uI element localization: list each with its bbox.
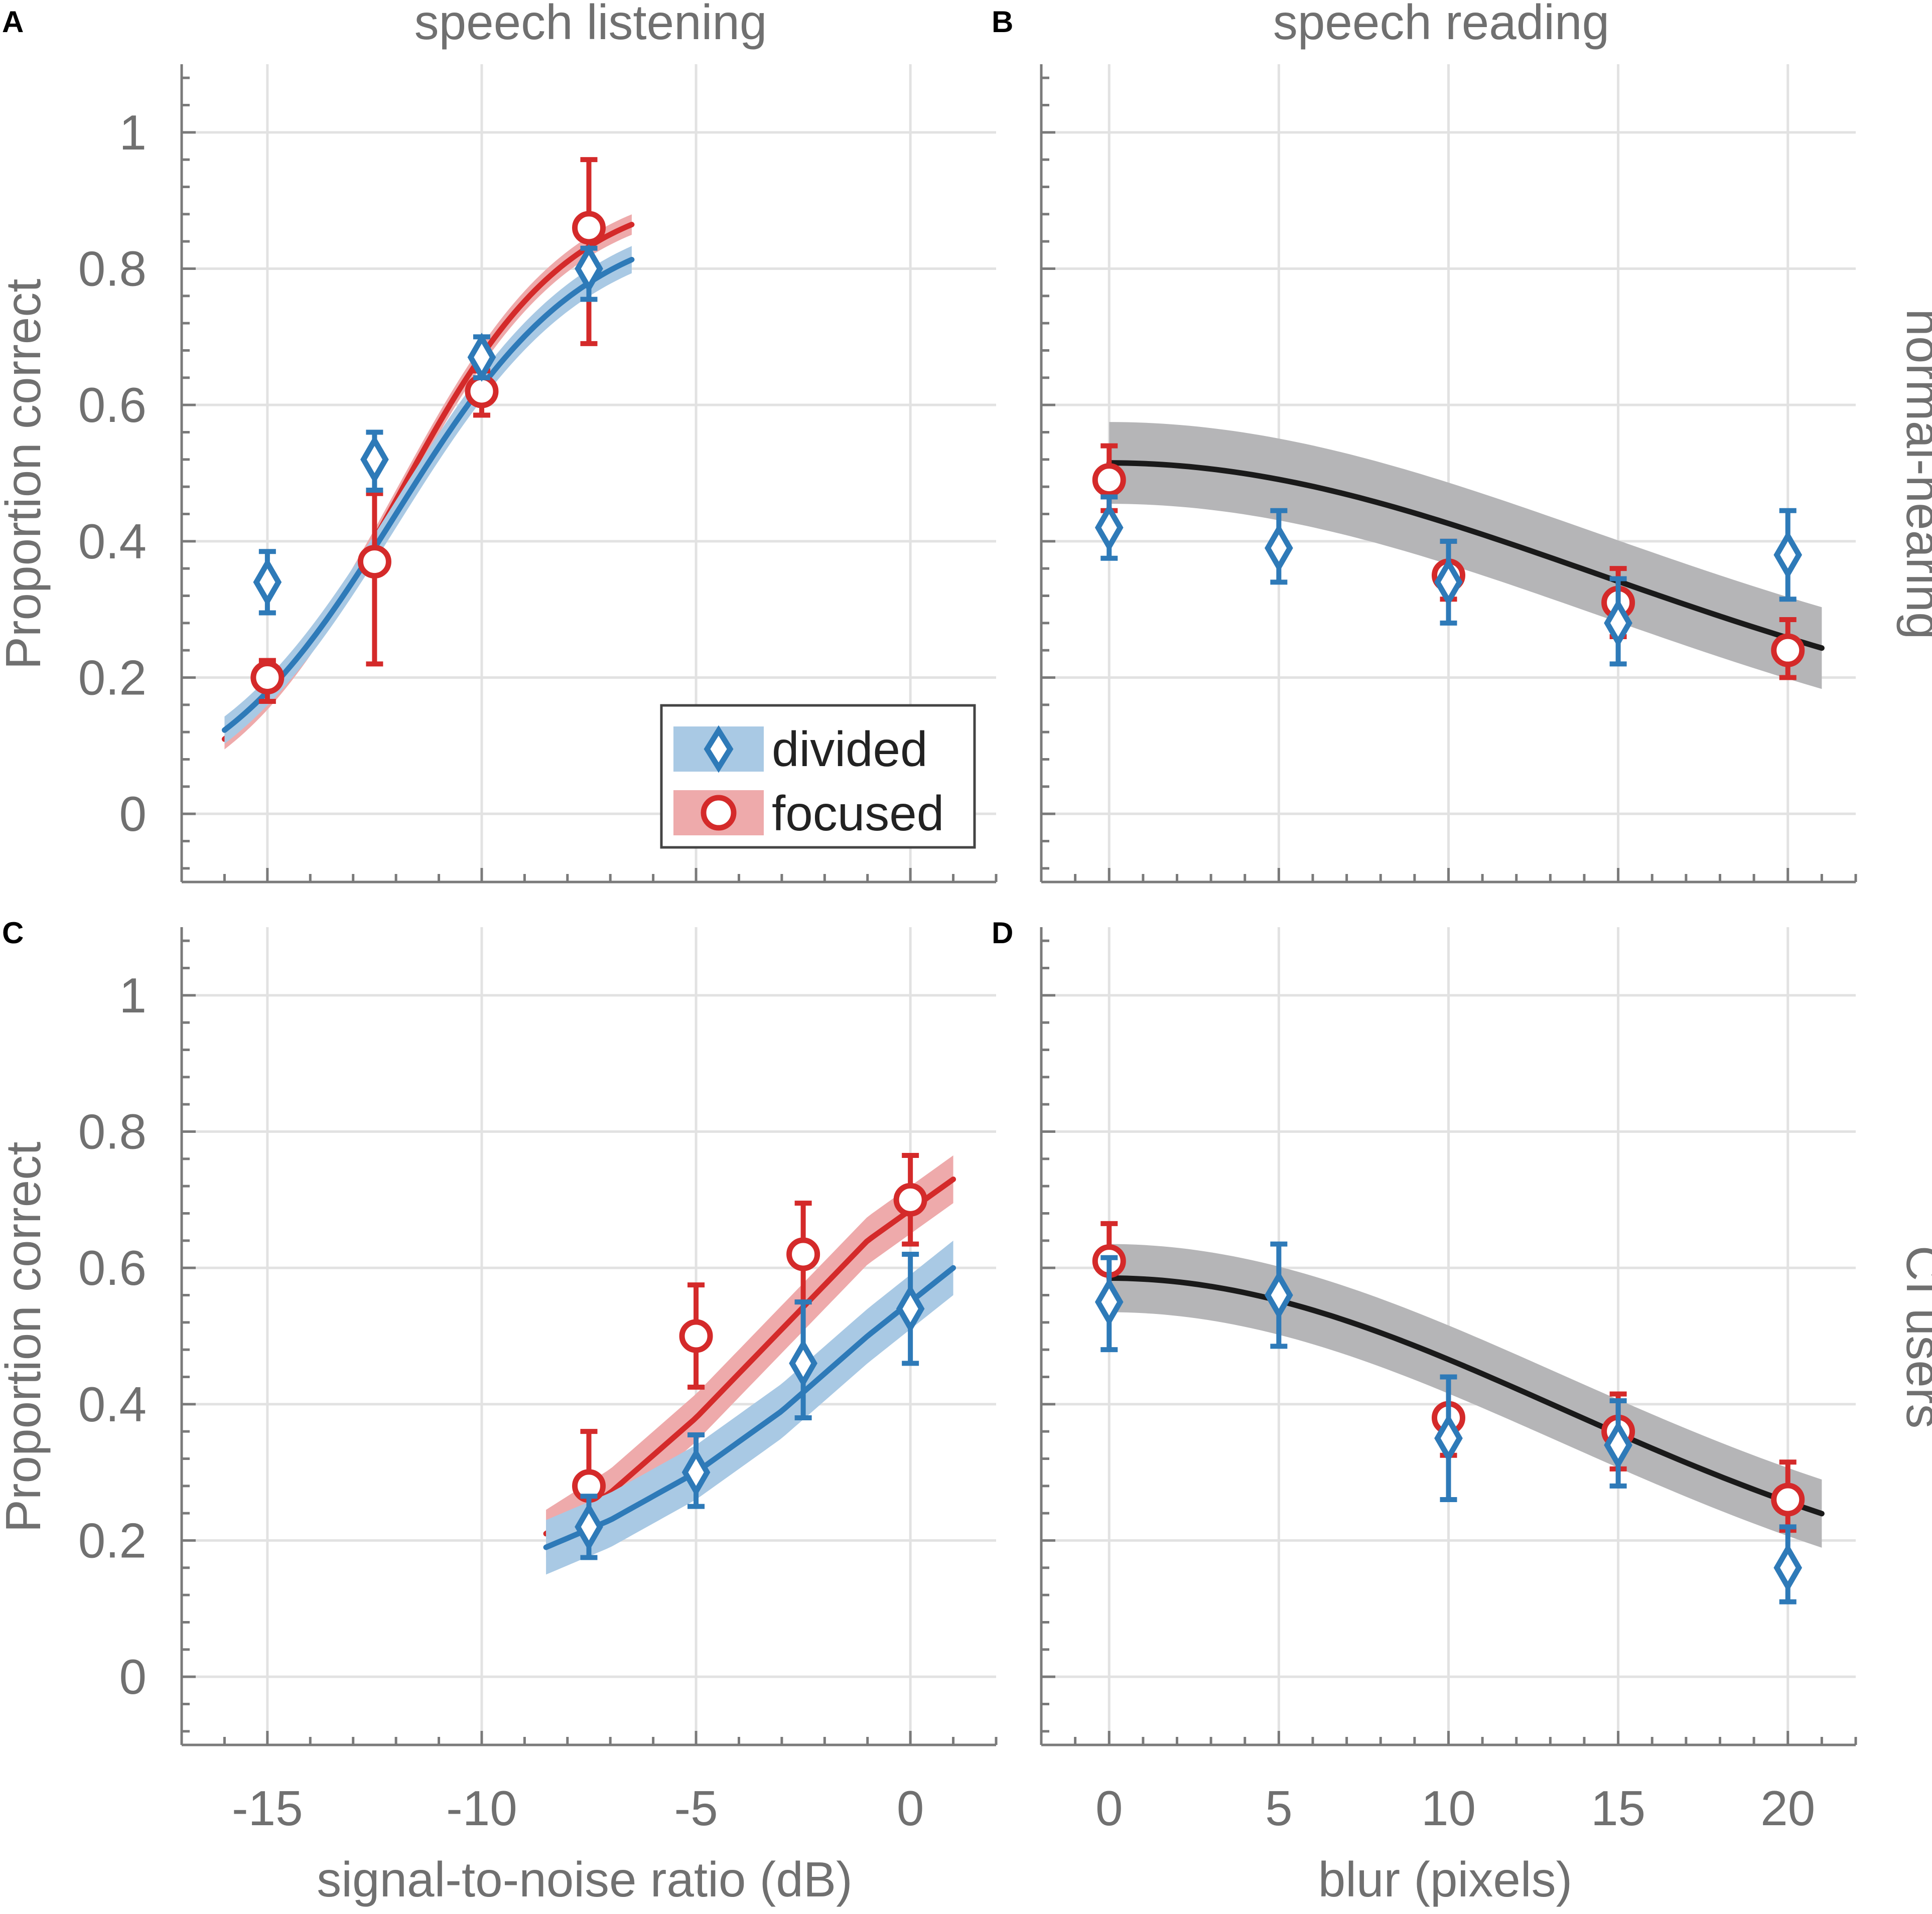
y-tick-label: 0 — [119, 786, 147, 841]
x-tick-label: 5 — [1265, 1781, 1293, 1836]
focused-data-point — [786, 1237, 820, 1271]
focused-data-point — [1771, 1483, 1805, 1517]
focused-data-point — [893, 1183, 927, 1217]
divided-fit-line — [543, 1265, 956, 1550]
divided-data-point — [789, 1339, 817, 1388]
x-tick-label: 0 — [897, 1781, 924, 1836]
y-axis-title-bottom: Proportion correct — [0, 1142, 51, 1533]
x-axis-title-blur: blur (pixels) — [1318, 1852, 1572, 1907]
divided-data-point — [360, 434, 389, 484]
panel-b — [1040, 64, 1857, 884]
divided-data-point — [896, 1284, 925, 1334]
y-tick-label: 0.4 — [78, 1377, 147, 1432]
y-tick-label: 0.8 — [78, 1104, 147, 1159]
common-fit-line — [1106, 460, 1825, 651]
panel-a: 0 0.2 0.4 0.6 0.8 1 — [78, 64, 998, 884]
common-fit-band — [1109, 1244, 1822, 1548]
legend-divided-marker — [704, 725, 734, 773]
y-tick-label: 1 — [119, 105, 147, 160]
divided-data-point — [1773, 530, 1803, 579]
y-axis-title-top: Proportion correct — [0, 279, 51, 670]
panel-c: 0 0.2 0.4 0.6 0.8 1 -15 -10 -5 0 — [78, 927, 998, 1836]
column-title-speech-reading: speech reading — [1273, 0, 1609, 50]
divided-data-point — [1094, 1277, 1124, 1327]
x-tick-label: 15 — [1591, 1781, 1645, 1836]
legend: divided focused — [660, 704, 976, 849]
divided-fit-line — [221, 257, 635, 733]
focused-data-point — [572, 211, 606, 245]
y-tick-label: 0.8 — [78, 241, 147, 297]
x-tick-label: 10 — [1421, 1781, 1476, 1836]
y-tick-label: 0.4 — [78, 514, 147, 569]
divided-data-point — [1265, 1270, 1293, 1320]
divided-data-point — [575, 244, 603, 293]
divided-data-point — [1604, 598, 1632, 648]
y-tick-label: 0.6 — [78, 1240, 147, 1295]
focused-fit-line — [543, 1176, 956, 1537]
row-title-normal-hearing: normal-hearing — [1896, 309, 1932, 639]
panel-letter-a: A — [2, 5, 24, 39]
divided-data-point — [681, 1447, 711, 1497]
y-tick-label: 1 — [119, 968, 147, 1023]
legend-divided-label: divided — [772, 721, 928, 777]
y-tick-label: 0.2 — [78, 650, 147, 705]
focused-data-point — [1771, 633, 1805, 667]
x-axis-title-snr: signal-to-noise ratio (dB) — [317, 1852, 853, 1907]
panel-letter-d: D — [992, 916, 1013, 950]
divided-data-point — [1604, 1420, 1632, 1470]
common-fit-band — [1109, 422, 1822, 689]
x-tick-label: 0 — [1095, 1781, 1123, 1836]
column-title-speech-listening: speech listening — [415, 0, 767, 50]
legend-focused-label: focused — [772, 786, 944, 841]
focused-data-point — [1092, 463, 1126, 497]
divided-data-point — [1773, 1543, 1803, 1592]
divided-data-point — [253, 557, 282, 607]
x-tick-label: -15 — [232, 1781, 303, 1836]
y-tick-label: 0 — [119, 1649, 147, 1704]
divided-data-point — [575, 1502, 603, 1552]
x-tick-label: 20 — [1760, 1781, 1815, 1836]
divided-data-point — [1434, 1413, 1463, 1463]
focused-data-point — [679, 1319, 713, 1353]
common-fit-line — [1106, 1275, 1825, 1517]
x-tick-label: -10 — [446, 1781, 517, 1836]
focused-data-point — [357, 545, 391, 579]
row-title-ci-users: CI users — [1896, 1246, 1932, 1429]
divided-fit-band — [546, 1240, 953, 1575]
divided-data-point — [1265, 523, 1293, 573]
divided-data-point — [467, 333, 496, 382]
focused-data-point — [250, 661, 285, 694]
y-tick-label: 0.6 — [78, 377, 147, 432]
legend-focused-marker — [701, 795, 737, 831]
x-tick-label: -5 — [674, 1781, 718, 1836]
y-tick-label: 0.2 — [78, 1513, 147, 1568]
divided-data-point — [1434, 557, 1463, 607]
panel-letter-b: B — [992, 5, 1013, 39]
divided-data-point — [1094, 503, 1124, 552]
panel-d: 0 5 10 15 20 — [1040, 927, 1857, 1836]
panel-letter-c: C — [2, 916, 24, 950]
